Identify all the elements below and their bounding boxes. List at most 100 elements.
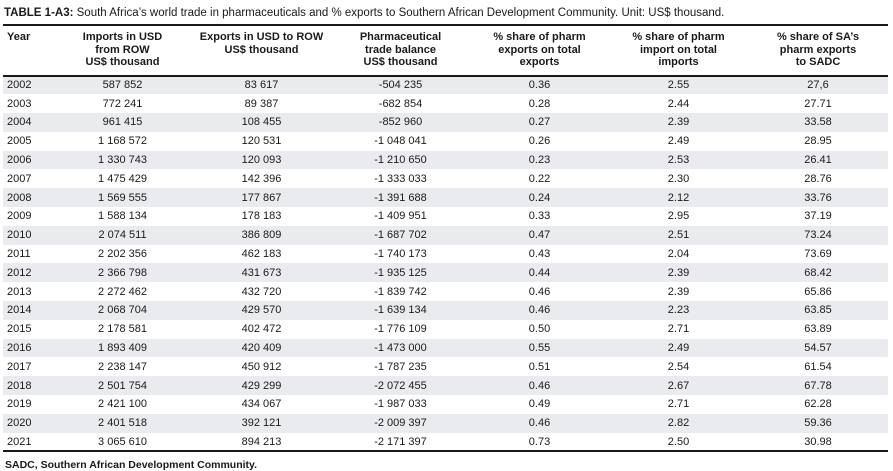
cell-imports-row: 2 366 798 xyxy=(98,266,147,279)
cell-sadc-exports-share: 27,6 xyxy=(807,79,829,92)
cell-imports-row: 1 893 409 xyxy=(98,342,147,355)
cell-exports-row: 108 455 xyxy=(241,116,282,129)
cell-imports-row: 2 202 356 xyxy=(98,248,147,261)
cell-exports-row: 432 720 xyxy=(241,285,282,298)
cell-pharm-exports-share: 0.47 xyxy=(528,229,551,242)
cell-pharm-exports-share: 0.46 xyxy=(528,379,551,392)
cell-trade-balance: -1 787 235 xyxy=(374,360,427,373)
cell-sadc-exports-share: 37.19 xyxy=(804,210,832,223)
cell-trade-balance: -1 409 951 xyxy=(374,210,427,223)
cell-exports-row: 402 472 xyxy=(241,323,282,336)
cell-imports-row: 3 065 610 xyxy=(53,432,192,453)
cell-sadc-exports-share: 54.57 xyxy=(804,342,832,355)
cell-pharm-exports-share: 0.26 xyxy=(528,135,551,148)
cell-year: 2005 xyxy=(7,135,32,148)
cell-trade-balance: -2 072 455 xyxy=(374,379,427,392)
cell-imports-row: 1 168 572 xyxy=(98,135,147,148)
cell-sadc-exports-share: 26.41 xyxy=(804,154,832,167)
cell-trade-balance: -1 740 173 xyxy=(374,248,427,261)
cell-pharm-imports-share: 2.67 xyxy=(667,379,690,392)
cell-sadc-exports-share: 27.71 xyxy=(804,97,832,110)
cell-exports-row: 434 067 xyxy=(241,398,282,411)
cell-sadc-exports-share: 30.98 xyxy=(748,432,888,453)
data-table: Year Imports in USD from ROW US$ thousan… xyxy=(3,26,888,453)
table-row: 2006 1 330 743 120 093 -1 210 650 0.23 2.53 26… xyxy=(3,150,888,170)
table-row: 2017 2 238 147 450 912 -1 787 235 0.51 2.54 61… xyxy=(3,357,888,376)
cell-year: 2009 xyxy=(7,210,32,223)
cell-sadc-exports-share: 62.28 xyxy=(804,398,832,411)
cell-year: 2016 xyxy=(7,342,32,355)
column-header-pharm-imports-share: % share of pharm import on total imports xyxy=(609,26,748,77)
cell-pharm-imports-share: 2.39 xyxy=(667,116,690,129)
cell-year: 2010 xyxy=(7,229,32,242)
table-row: 2021 3 065 610 894 213 -2 171 397 0.73 2.50 30… xyxy=(3,432,888,453)
cell-sadc-exports-share: 68.42 xyxy=(804,266,832,279)
table-row: 2005 1 168 572 120 531 -1 048 041 0.26 2.49 28… xyxy=(3,132,888,151)
cell-year: 2012 xyxy=(7,266,32,279)
cell-pharm-exports-share: 0.50 xyxy=(528,323,551,336)
cell-trade-balance: -1 935 125 xyxy=(374,266,427,279)
table-row: 2018 2 501 754 429 299 -2 072 455 0.46 2.67 67… xyxy=(3,376,888,396)
cell-year: 2021 xyxy=(3,432,53,453)
table-title-text: South Africa’s world trade in pharmaceut… xyxy=(73,7,725,19)
cell-trade-balance: -504 235 xyxy=(378,79,423,92)
table-row: 2015 2 178 581 402 472 -1 776 109 0.50 2.71 63… xyxy=(3,320,888,339)
cell-imports-row: 772 241 xyxy=(102,97,143,110)
cell-trade-balance: -852 960 xyxy=(378,116,423,129)
cell-sadc-exports-share: 73.69 xyxy=(804,248,832,261)
cell-pharm-exports-share: 0.22 xyxy=(528,172,551,185)
cell-exports-row: 894 213 xyxy=(192,432,331,453)
cell-imports-row: 2 074 511 xyxy=(98,229,147,242)
cell-year: 2013 xyxy=(7,285,32,298)
cell-pharm-exports-share: 0.44 xyxy=(528,266,551,279)
cell-year: 2015 xyxy=(7,323,32,336)
cell-trade-balance: -1 776 109 xyxy=(374,323,427,336)
cell-imports-row: 2 238 147 xyxy=(98,360,147,373)
cell-trade-balance: -1 391 688 xyxy=(374,191,427,204)
cell-imports-row: 2 401 518 xyxy=(98,417,147,430)
cell-pharm-imports-share: 2.12 xyxy=(667,191,690,204)
cell-pharm-exports-share: 0.46 xyxy=(528,285,551,298)
cell-trade-balance: -1 839 742 xyxy=(374,285,427,298)
cell-exports-row: 89 387 xyxy=(244,97,279,110)
cell-pharm-imports-share: 2.54 xyxy=(667,360,690,373)
cell-trade-balance: -2 009 397 xyxy=(374,417,427,430)
cell-pharm-imports-share: 2.39 xyxy=(667,266,690,279)
cell-year: 2004 xyxy=(7,116,32,129)
table-row: 2016 1 893 409 420 409 -1 473 000 0.55 2.49 54… xyxy=(3,338,888,358)
table-header: Year Imports in USD from ROW US$ thousan… xyxy=(3,26,888,77)
cell-sadc-exports-share: 33.58 xyxy=(804,116,832,129)
table-row: 2011 2 202 356 462 183 -1 740 173 0.43 2.04 73… xyxy=(3,245,888,264)
table-row: 2012 2 366 798 431 673 -1 935 125 0.44 2.39 68… xyxy=(3,263,888,283)
cell-trade-balance: -1 048 041 xyxy=(374,135,427,148)
cell-year: 2019 xyxy=(7,398,32,411)
cell-sadc-exports-share: 63.85 xyxy=(804,304,832,317)
table-row: 2002 587 852 83 617 -504 235 0.36 2.55 27,6 xyxy=(3,75,888,95)
cell-year: 2011 xyxy=(7,248,31,261)
table-row: 2019 2 421 100 434 067 -1 987 033 0.49 2.71 62… xyxy=(3,395,888,414)
table-number-label: TABLE 1-A3: xyxy=(4,7,74,19)
table-row: 2013 2 272 462 432 720 -1 839 742 0.46 2.39 65… xyxy=(3,282,888,301)
cell-pharm-exports-share: 0.27 xyxy=(528,116,551,129)
cell-year: 2017 xyxy=(7,360,32,373)
cell-trade-balance: -1 473 000 xyxy=(374,342,427,355)
table-row: 2003 772 241 89 387 -682 854 0.28 2.44 27.71 xyxy=(3,94,888,113)
column-header-year: Year xyxy=(3,26,53,77)
cell-pharm-imports-share: 2.50 xyxy=(609,432,748,453)
cell-sadc-exports-share: 28.95 xyxy=(804,135,832,148)
cell-exports-row: 120 093 xyxy=(241,154,282,167)
cell-pharm-exports-share: 0.23 xyxy=(528,154,551,167)
table-row: 2009 1 588 134 178 183 -1 409 951 0.33 2.95 37… xyxy=(3,207,888,226)
cell-pharm-imports-share: 2.71 xyxy=(667,323,690,336)
cell-exports-row: 142 396 xyxy=(241,172,282,185)
table-title: TABLE 1-A3: South Africa’s world trade i… xyxy=(3,5,888,26)
cell-pharm-exports-share: 0.51 xyxy=(528,360,551,373)
cell-sadc-exports-share: 61.54 xyxy=(804,360,832,373)
cell-sadc-exports-share: 65.86 xyxy=(804,285,832,298)
column-header-pharm-exports-share: % share of pharm exports on total export… xyxy=(470,26,609,77)
cell-exports-row: 120 531 xyxy=(241,135,282,148)
cell-sadc-exports-share: 67.78 xyxy=(804,379,832,392)
cell-pharm-exports-share: 0.36 xyxy=(528,79,551,92)
table-row: 2007 1 475 429 142 396 -1 333 033 0.22 2.30 28… xyxy=(3,169,888,188)
